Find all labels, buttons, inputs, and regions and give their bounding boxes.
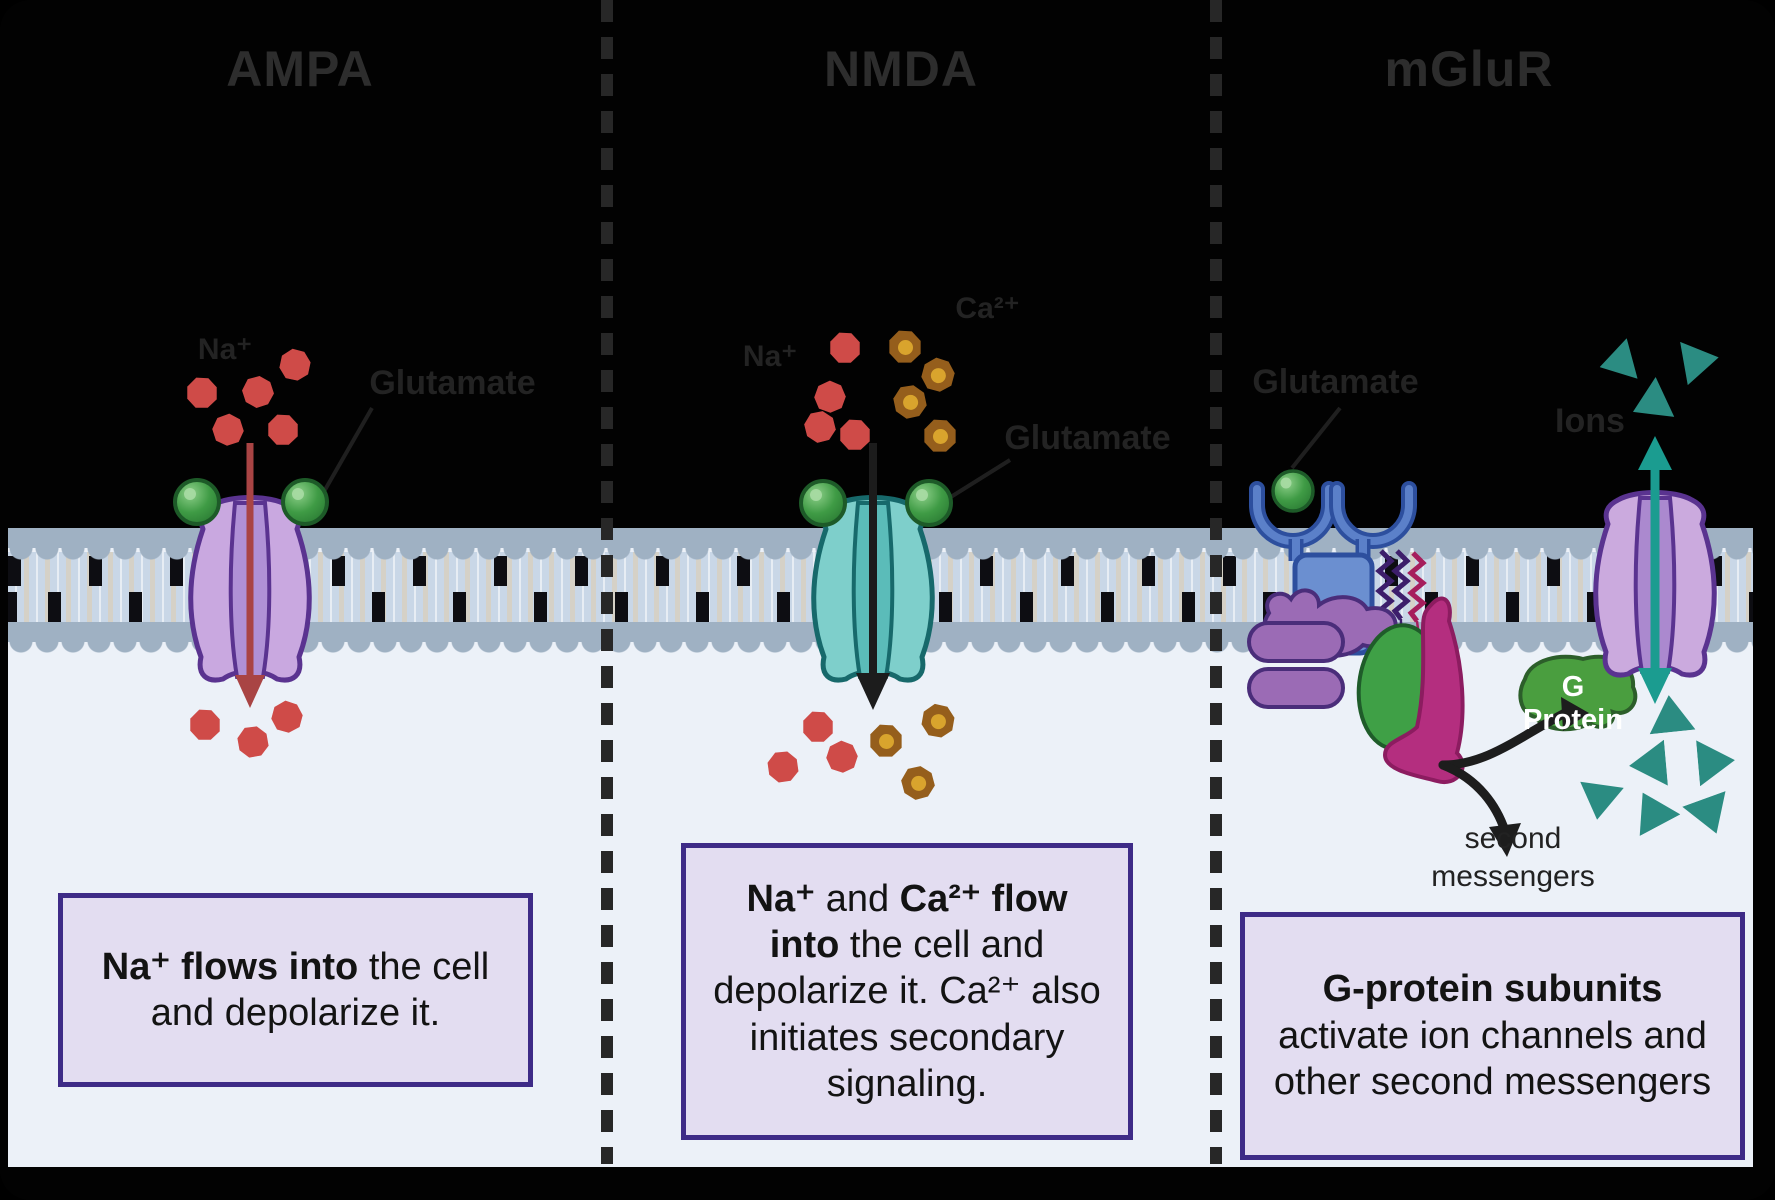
- sodium-ion: [238, 372, 278, 412]
- magenta-subunit: [1382, 596, 1465, 785]
- ion-triangle: [1673, 336, 1722, 387]
- mglur-receptor-complex-icon: [1247, 469, 1638, 857]
- ion-channel-icon: [1593, 436, 1717, 704]
- nmda-glutamate-label: Glutamate: [1004, 419, 1171, 457]
- glutamate-molecule: [1271, 469, 1315, 513]
- ampa-caption-text: Na⁺ flows into the cell and depolarize i…: [101, 945, 490, 1034]
- ampa-receptor-icon: [173, 443, 329, 708]
- mglur-glutamate-label: Glutamate: [1252, 363, 1419, 401]
- glutamate-molecule: [281, 478, 329, 526]
- g-protein-label: G Protein: [1523, 671, 1623, 736]
- signal-arrow-to-gprotein: [1438, 708, 1570, 770]
- sodium-ion: [840, 419, 870, 450]
- sodium-ion: [803, 711, 833, 742]
- ion-triangle: [1594, 337, 1644, 388]
- sodium-ion: [276, 346, 314, 384]
- nmda-na-label: Na⁺: [742, 340, 798, 373]
- glutamate-molecule: [173, 478, 221, 526]
- ampa-glutamate-label: Glutamate: [369, 364, 536, 402]
- calcium-ion: [917, 354, 959, 396]
- calcium-ion: [870, 724, 902, 757]
- helix-icon: [1407, 551, 1427, 623]
- mglur-caption-text: G-protein subunits activate ion channels…: [1273, 968, 1712, 1104]
- helix-icon: [1391, 549, 1411, 621]
- signal-arrow-to-messengers: [1438, 760, 1510, 836]
- g-protein-blob: [1518, 654, 1638, 732]
- ampa-caption-box: Na⁺ flows into the cell and depolarize i…: [58, 893, 533, 1087]
- panel-divider-2: [1210, 0, 1222, 1164]
- calcium-ion: [924, 419, 956, 452]
- glutamate-molecule: [905, 479, 953, 527]
- mglur-glutamate-pointer-line: [1290, 406, 1342, 470]
- ampa-glutamate-pointer-line: [316, 407, 374, 503]
- mglur-ions-label: Ions: [1555, 402, 1625, 440]
- sodium-ion: [809, 376, 850, 417]
- panel-divider-1: [601, 0, 613, 1164]
- second-messengers-label: second messengers: [1431, 822, 1595, 893]
- calcium-ion: [890, 382, 930, 422]
- glutamate-molecule: [799, 479, 847, 527]
- g-protein-subunit-bar: [1247, 667, 1345, 709]
- calcium-ion: [889, 330, 921, 363]
- nmda-ca-label: Ca²⁺: [955, 292, 1020, 325]
- g-protein-subunit-bar: [1247, 621, 1345, 663]
- panel-title-mglur: mGluR: [1384, 41, 1554, 97]
- mglur-caption-box: G-protein subunits activate ion channels…: [1240, 912, 1745, 1160]
- sodium-ion: [187, 377, 217, 408]
- sodium-ion: [268, 414, 298, 445]
- panel-title-nmda: NMDA: [824, 41, 978, 97]
- nmda-receptor-icon: [799, 443, 953, 710]
- sodium-ion: [830, 332, 860, 363]
- nmda-caption-text: Na⁺ and Ca²⁺ flow into the cell and depo…: [713, 877, 1101, 1106]
- sodium-ion: [190, 709, 220, 740]
- nmda-caption-box: Na⁺ and Ca²⁺ flow into the cell and depo…: [681, 843, 1133, 1140]
- panel-title-ampa: AMPA: [226, 41, 374, 97]
- ampa-na-label: Na⁺: [197, 333, 253, 366]
- nmda-glutamate-pointer-line: [944, 458, 1012, 502]
